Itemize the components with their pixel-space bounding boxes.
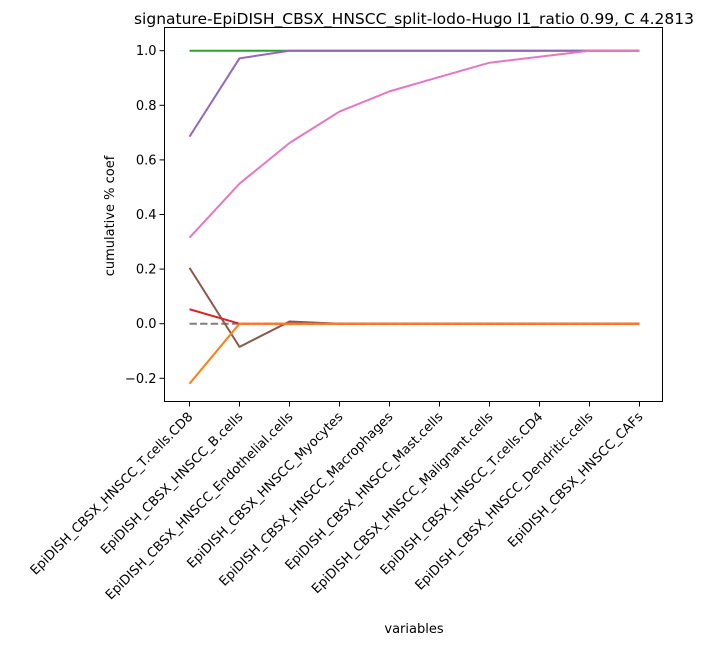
plot-area [188,49,640,385]
x-axis-title: variables [384,622,443,637]
series-line-4 [188,49,640,239]
y-axis-title: cumulative % coef [103,155,118,276]
series-line-7 [188,322,640,385]
y-tick-label: 0.4 [136,208,157,223]
chart-title: signature-EpiDISH_CBSX_HNSCC_split-lodo-… [134,10,694,29]
y-tick-label: 0.2 [136,263,157,278]
y-tick-label: −0.2 [125,372,157,387]
y-tick-label: 1.0 [136,44,157,59]
y-tick-label: 0.6 [136,153,157,168]
y-axis: −0.2 0.0 0.2 0.4 0.6 0.8 1.0 [125,44,165,387]
y-tick-label: 0.0 [136,317,157,332]
y-tick-label: 0.8 [136,99,157,114]
series-line-3 [188,49,640,138]
